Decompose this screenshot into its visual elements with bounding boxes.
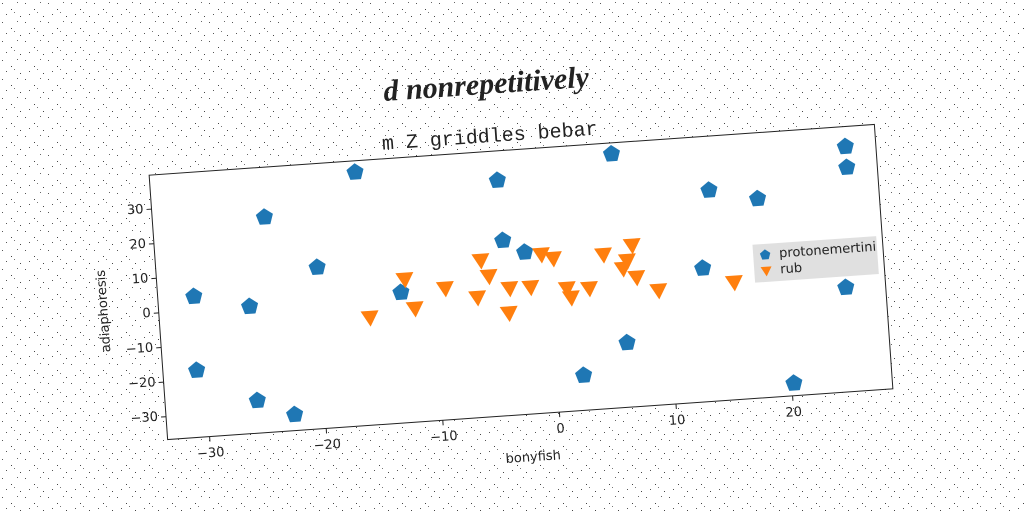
point (395, 271, 414, 289)
x-tick-label: 20 (785, 405, 803, 421)
y-tick-label: 20 (129, 237, 147, 253)
point (622, 238, 641, 255)
point (561, 290, 580, 307)
point (494, 231, 512, 249)
point (248, 391, 266, 409)
y-tick-label: −20 (128, 375, 156, 392)
point (500, 280, 519, 298)
legend-label: protonemertini (779, 240, 877, 262)
point (521, 279, 540, 297)
legend-marker (759, 249, 771, 260)
point (837, 278, 855, 296)
point (748, 189, 767, 207)
x-tick-label: −20 (313, 437, 341, 454)
point (531, 247, 550, 264)
point (543, 251, 562, 268)
point (468, 290, 487, 307)
point (694, 259, 712, 276)
plot-frame (148, 123, 894, 441)
point (557, 281, 576, 298)
point (499, 305, 518, 323)
y-tick-label: 0 (142, 306, 151, 322)
y-axis-label: adiaphoresis (94, 269, 115, 353)
point (575, 366, 593, 383)
point (602, 144, 620, 162)
legend-label: rub (780, 261, 803, 277)
point (188, 361, 206, 379)
point (649, 283, 668, 300)
point (308, 258, 326, 276)
y-tick-label: −30 (130, 410, 158, 427)
rotated-figure: d nonrepetitively m Z griddles bebar bon… (94, 61, 894, 467)
point (488, 171, 506, 189)
point (471, 253, 490, 270)
point (579, 280, 598, 298)
y-tick-label: 10 (131, 271, 149, 287)
point (516, 243, 534, 260)
point (346, 163, 364, 180)
point (360, 310, 379, 327)
legend-marker (760, 266, 772, 277)
point (724, 275, 743, 292)
point (286, 405, 304, 423)
legend-box (752, 236, 879, 283)
point (700, 181, 718, 198)
x-tick-label: 0 (556, 421, 565, 437)
point (479, 268, 498, 286)
point (785, 374, 803, 391)
point (594, 247, 612, 264)
plot-background (149, 124, 893, 440)
x-tick-label: −10 (430, 429, 458, 446)
point (405, 301, 424, 318)
point (627, 270, 646, 287)
point (255, 208, 273, 225)
point (838, 158, 856, 176)
x-tick-label: 10 (668, 413, 686, 429)
y-tick-label: 30 (127, 202, 145, 218)
x-axis-label: bonyfish (505, 448, 561, 467)
point (240, 297, 259, 315)
y-tick-label: −10 (125, 341, 153, 358)
x-tick-label: −30 (197, 445, 225, 462)
point (618, 333, 636, 351)
point (435, 280, 454, 298)
point (836, 137, 854, 155)
point (617, 253, 636, 270)
point (185, 287, 203, 305)
